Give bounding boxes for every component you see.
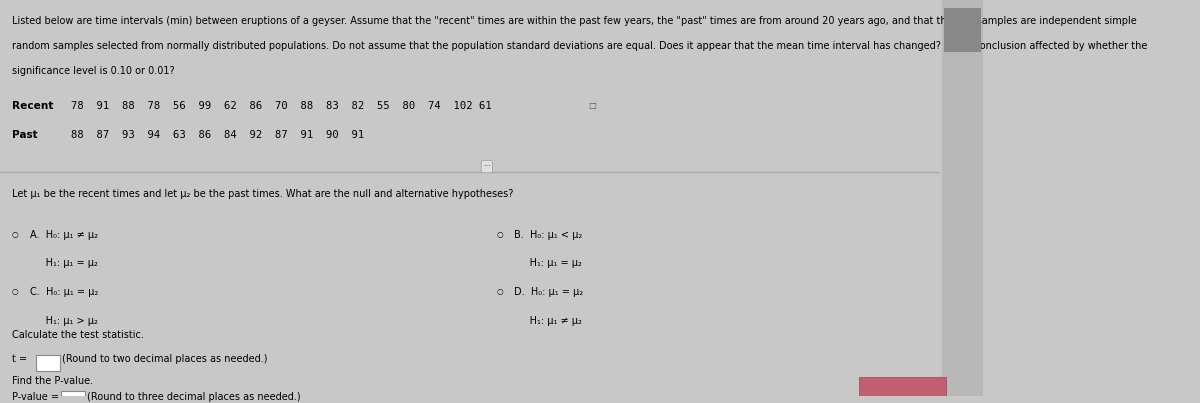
Text: ···: ··· bbox=[482, 162, 491, 171]
Text: B.  H₀: μ₁ < μ₂: B. H₀: μ₁ < μ₂ bbox=[515, 230, 583, 240]
Text: □: □ bbox=[588, 101, 596, 110]
Text: H₁: μ₁ > μ₂: H₁: μ₁ > μ₂ bbox=[30, 316, 97, 326]
Text: ○: ○ bbox=[12, 230, 18, 239]
Text: ○: ○ bbox=[12, 287, 18, 296]
FancyBboxPatch shape bbox=[858, 378, 946, 403]
Text: (Round to two decimal places as needed.): (Round to two decimal places as needed.) bbox=[62, 354, 268, 364]
Text: P-value =: P-value = bbox=[12, 392, 59, 402]
FancyBboxPatch shape bbox=[944, 8, 980, 52]
Text: 78  91  88  78  56  99  62  86  70  88  83  82  55  80  74  102 61: 78 91 88 78 56 99 62 86 70 88 83 82 55 8… bbox=[71, 101, 492, 111]
FancyBboxPatch shape bbox=[942, 0, 984, 396]
Text: A.  H₀: μ₁ ≠ μ₂: A. H₀: μ₁ ≠ μ₂ bbox=[30, 230, 97, 240]
Text: D.  H₀: μ₁ = μ₂: D. H₀: μ₁ = μ₂ bbox=[515, 287, 583, 297]
Text: Past: Past bbox=[12, 130, 37, 140]
Text: ○: ○ bbox=[497, 230, 503, 239]
Text: t =: t = bbox=[12, 354, 26, 364]
Text: Find the P-value.: Find the P-value. bbox=[12, 376, 92, 386]
Text: Let μ₁ be the recent times and let μ₂ be the past times. What are the null and a: Let μ₁ be the recent times and let μ₂ be… bbox=[12, 189, 514, 199]
Text: H₁: μ₁ ≠ μ₂: H₁: μ₁ ≠ μ₂ bbox=[515, 316, 582, 326]
FancyBboxPatch shape bbox=[36, 355, 60, 371]
Text: random samples selected from normally distributed populations. Do not assume tha: random samples selected from normally di… bbox=[12, 41, 1147, 51]
Text: 88  87  93  94  63  86  84  92  87  91  90  91: 88 87 93 94 63 86 84 92 87 91 90 91 bbox=[71, 130, 364, 140]
Text: significance level is 0.10 or 0.01?: significance level is 0.10 or 0.01? bbox=[12, 66, 174, 76]
Text: H₁: μ₁ = μ₂: H₁: μ₁ = μ₂ bbox=[30, 258, 97, 268]
Text: Recent: Recent bbox=[12, 101, 53, 111]
Text: C.  H₀: μ₁ = μ₂: C. H₀: μ₁ = μ₂ bbox=[30, 287, 97, 297]
Text: (Round to three decimal places as needed.): (Round to three decimal places as needed… bbox=[86, 392, 300, 402]
FancyBboxPatch shape bbox=[61, 391, 84, 403]
Text: H₁: μ₁ = μ₂: H₁: μ₁ = μ₂ bbox=[515, 258, 582, 268]
Text: Calculate the test statistic.: Calculate the test statistic. bbox=[12, 330, 144, 340]
Text: ○: ○ bbox=[497, 287, 503, 296]
Text: Listed below are time intervals (min) between eruptions of a geyser. Assume that: Listed below are time intervals (min) be… bbox=[12, 16, 1136, 26]
